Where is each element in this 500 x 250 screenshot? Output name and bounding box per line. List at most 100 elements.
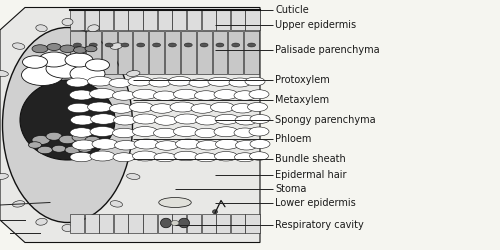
Circle shape [74,43,82,47]
Text: Cuticle: Cuticle [275,5,309,15]
Circle shape [70,65,105,82]
Bar [246,10,260,30]
Ellipse shape [159,198,191,207]
Circle shape [78,145,92,152]
Ellipse shape [88,25,99,32]
Ellipse shape [174,114,200,124]
Circle shape [46,59,84,78]
Ellipse shape [189,79,211,87]
Bar [246,214,260,233]
Bar [216,10,230,30]
Bar [231,214,245,233]
Ellipse shape [191,104,214,113]
Ellipse shape [62,224,73,232]
Bar [202,214,215,233]
Ellipse shape [72,140,96,150]
Ellipse shape [174,151,198,161]
Bar [128,10,142,30]
Bar [244,30,259,74]
Ellipse shape [12,43,25,49]
Bar [181,30,196,74]
Circle shape [65,53,93,67]
Bar [212,30,228,74]
Circle shape [121,43,129,47]
Circle shape [85,46,97,52]
Ellipse shape [70,152,93,162]
Bar [228,30,243,74]
Ellipse shape [210,102,234,112]
Circle shape [184,43,192,47]
Ellipse shape [2,28,132,222]
Circle shape [216,43,224,47]
Ellipse shape [109,78,131,88]
Ellipse shape [110,43,122,49]
Bar [216,214,230,233]
Ellipse shape [195,153,217,162]
Ellipse shape [128,76,152,86]
Ellipse shape [195,128,217,138]
Ellipse shape [0,70,8,76]
Ellipse shape [154,128,176,138]
Bar [143,10,157,30]
Bar [149,30,164,74]
Ellipse shape [0,174,8,180]
Bar [231,10,245,30]
Ellipse shape [215,114,239,124]
Bar [99,214,114,233]
Bar [202,10,215,30]
Circle shape [74,47,86,53]
Ellipse shape [112,91,136,100]
Ellipse shape [154,91,176,101]
Bar [70,10,84,30]
Circle shape [65,146,80,154]
Ellipse shape [12,201,25,207]
Circle shape [86,59,110,71]
Text: Respiratory cavity: Respiratory cavity [275,220,364,230]
Ellipse shape [90,126,115,136]
Ellipse shape [212,210,218,214]
Text: Lower epidermis: Lower epidermis [275,198,356,207]
Circle shape [32,45,48,53]
Ellipse shape [250,114,270,124]
Ellipse shape [208,77,232,86]
Ellipse shape [249,127,269,136]
Text: Stoma: Stoma [275,184,306,194]
Ellipse shape [236,140,258,150]
Ellipse shape [136,140,149,146]
Circle shape [59,135,76,144]
Circle shape [22,56,48,68]
Ellipse shape [110,201,122,207]
Ellipse shape [250,140,270,148]
Ellipse shape [149,78,171,87]
Circle shape [105,43,113,47]
Ellipse shape [36,25,47,32]
Ellipse shape [176,139,201,149]
Ellipse shape [234,128,256,138]
Circle shape [52,145,66,152]
Bar [134,30,148,74]
Text: Bundle sheath: Bundle sheath [275,154,346,164]
Ellipse shape [249,90,269,99]
Ellipse shape [70,115,94,125]
Ellipse shape [154,116,178,125]
Ellipse shape [156,141,178,150]
Bar [70,30,85,74]
Ellipse shape [90,88,116,99]
Ellipse shape [112,128,136,138]
Ellipse shape [92,139,118,149]
Ellipse shape [248,102,268,112]
Ellipse shape [150,104,174,113]
Ellipse shape [170,102,195,112]
Bar [84,10,98,30]
Ellipse shape [126,70,140,76]
Bar [128,214,142,233]
Circle shape [94,142,106,148]
Bar [86,30,101,74]
Ellipse shape [133,114,158,124]
Ellipse shape [130,102,154,112]
Ellipse shape [214,127,238,137]
Ellipse shape [114,116,136,125]
Bar [114,10,128,30]
Text: Metaxylem: Metaxylem [275,95,329,105]
Ellipse shape [126,174,140,180]
